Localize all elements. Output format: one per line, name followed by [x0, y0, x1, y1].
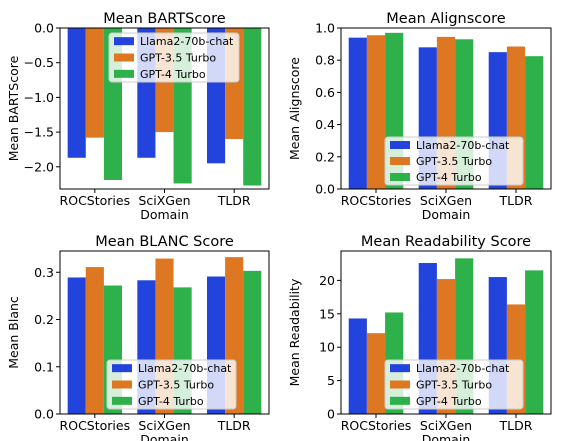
y-tick-label: 0.6 — [315, 85, 335, 100]
y-tick-label: 0.0 — [315, 182, 335, 197]
legend-label: Llama2-70b-chat — [416, 362, 510, 375]
x-tick-label: ROCStories — [341, 193, 412, 208]
y-tick-label: −1.0 — [24, 90, 54, 105]
y-tick-label: 0.0 — [34, 407, 54, 422]
y-tick-label: 0.8 — [315, 53, 335, 68]
x-tick-label: TLDR — [217, 193, 251, 208]
bar-gpt-4-turbo-tldr — [525, 56, 544, 190]
legend-swatch — [114, 53, 134, 62]
x-tick-label: ROCStories — [341, 418, 412, 433]
bar-gpt-4-turbo-tldr — [243, 28, 262, 186]
y-tick-label: −1.5 — [24, 125, 54, 140]
legend: Llama2-70b-chat GPT-3.5 Turbo GPT-4 Turbo — [106, 359, 237, 410]
bar-gpt-3-5-turbo-rocstories — [85, 28, 104, 138]
legend-swatch — [390, 141, 410, 149]
legend-swatch — [112, 380, 132, 389]
legend-label: GPT-4 Turbo — [416, 171, 482, 184]
legend-box — [106, 359, 237, 410]
legend-box — [384, 359, 524, 410]
y-axis-label: Mean BARTScore — [6, 55, 21, 161]
legend-label: Llama2-70b-chat — [416, 139, 510, 152]
y-tick-label: −0.5 — [24, 55, 54, 70]
legend-swatch — [390, 173, 410, 181]
y-tick-label: 0.2 — [315, 149, 335, 164]
legend-label: GPT-3.5 Turbo — [416, 155, 492, 168]
legend-label: Llama2-70b-chat — [140, 35, 234, 48]
x-tick-label: SciXGen — [138, 418, 190, 433]
legend-swatch — [390, 157, 410, 165]
x-tick-label: SciXGen — [138, 193, 190, 208]
x-tick-label: SciXGen — [420, 418, 472, 433]
bar-gpt-3-5-turbo-rocstories — [85, 267, 104, 414]
chart-title: Mean BLANC Score — [95, 234, 234, 250]
y-tick-label: 0.1 — [34, 359, 54, 374]
x-axis-label: Domain — [140, 432, 189, 441]
legend-swatch — [114, 37, 134, 46]
legend-label: GPT-4 Turbo — [140, 68, 206, 81]
legend-label: GPT-4 Turbo — [416, 395, 482, 408]
bar-llama2-70b-chat-rocstories — [348, 37, 367, 189]
legend-label: GPT-3.5 Turbo — [140, 52, 216, 65]
y-axis-label: Mean Alignscore — [287, 57, 302, 160]
x-tick-label: TLDR — [217, 418, 251, 433]
legend-box — [384, 136, 524, 186]
x-axis-label: Domain — [422, 207, 471, 222]
chart-title: Mean Readability Score — [361, 234, 531, 250]
y-tick-label: 0.2 — [34, 312, 54, 327]
bar-gpt-3-5-turbo-rocstories — [366, 35, 386, 189]
x-tick-label: TLDR — [499, 418, 533, 433]
bar-llama2-70b-chat-rocstories — [67, 28, 86, 158]
legend-swatch — [112, 396, 132, 405]
x-axis-label: Domain — [422, 432, 471, 441]
bar-llama2-70b-chat-rocstories — [67, 277, 86, 414]
legend-label: GPT-4 Turbo — [138, 395, 204, 408]
x-axis-label: Domain — [140, 207, 189, 222]
bar-gpt-3-5-turbo-rocstories — [366, 333, 386, 414]
legend: Llama2-70b-chat GPT-3.5 Turbo GPT-4 Turbo — [384, 359, 524, 410]
y-tick-label: 1.0 — [315, 21, 335, 36]
chart-panel-2: 0.0 0.2 0.4 0.6 0.8 1.0 ROCStories SciXGen TLDR M… — [287, 11, 552, 222]
legend-label: GPT-3.5 Turbo — [138, 379, 214, 392]
legend-swatch — [390, 396, 410, 405]
legend-swatch — [390, 380, 410, 389]
legend-swatch — [390, 364, 410, 373]
legend-label: Llama2-70b-chat — [138, 362, 232, 375]
y-axis-label: Mean Readability — [287, 278, 302, 386]
y-tick-label: 0 — [327, 407, 335, 422]
legend: Llama2-70b-chat GPT-3.5 Turbo GPT-4 Turbo — [108, 32, 240, 83]
y-tick-label: 0.4 — [315, 117, 335, 132]
y-tick-label: 0.3 — [34, 265, 54, 280]
x-tick-label: ROCStories — [60, 418, 131, 433]
y-tick-label: 15 — [319, 306, 335, 321]
legend-swatch — [114, 69, 134, 78]
legend-box — [108, 32, 240, 83]
x-tick-label: TLDR — [499, 193, 533, 208]
y-axis-label: Mean Blanc — [6, 296, 21, 369]
chart-title: Mean BARTScore — [103, 11, 226, 27]
chart-panel-1: 0.0 −0.5 −1.0 −1.5 −2.0 ROCStories SciXGen TLDR… — [6, 11, 270, 222]
x-tick-label: ROCStories — [60, 193, 131, 208]
bar-gpt-4-turbo-tldr — [243, 270, 262, 414]
y-tick-label: 5 — [327, 373, 335, 388]
legend-label: GPT-3.5 Turbo — [416, 379, 492, 392]
chart-title: Mean Alignscore — [386, 11, 506, 27]
chart-panel-3: 0.0 0.1 0.2 0.3 ROCStories SciXGen TLDR Mean BL… — [6, 234, 270, 441]
bar-gpt-4-turbo-tldr — [525, 270, 544, 414]
x-tick-label: SciXGen — [420, 193, 472, 208]
y-tick-label: −2.0 — [24, 159, 54, 174]
legend: Llama2-70b-chat GPT-3.5 Turbo GPT-4 Turbo — [384, 136, 524, 186]
chart-panel-4: 0 5 10 15 20 ROCStories SciXGen TLDR Mean Readab… — [287, 234, 552, 441]
bar-llama2-70b-chat-rocstories — [348, 318, 367, 414]
legend-swatch — [112, 364, 132, 373]
y-tick-label: 20 — [319, 273, 335, 288]
y-tick-label: 10 — [319, 340, 335, 355]
y-tick-label: 0.0 — [34, 21, 54, 36]
